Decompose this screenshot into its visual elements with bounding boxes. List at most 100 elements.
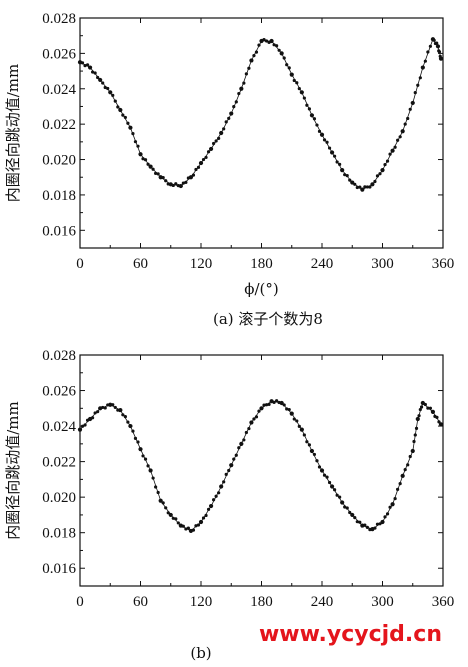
data-point-minor [247, 426, 251, 431]
y-tick-label: 0.028 [42, 11, 76, 27]
data-point [380, 168, 385, 173]
data-point-minor [242, 438, 246, 442]
data-point [128, 423, 133, 429]
x-tick-label: 360 [432, 256, 455, 272]
data-point-minor [252, 417, 256, 421]
data-point-minor [406, 116, 410, 121]
data-point [415, 416, 420, 422]
data-point-minor [312, 117, 317, 121]
data-point-minor [317, 129, 322, 133]
data-point [390, 502, 395, 507]
x-tick-label: 120 [190, 256, 213, 272]
data-point-minor [237, 446, 241, 450]
data-point-minor [398, 135, 402, 139]
data-point-minor [325, 140, 329, 144]
data-point-minor [131, 132, 135, 136]
data-point-minor [353, 182, 357, 186]
data-point-minor [335, 493, 339, 497]
data-point-minor [174, 182, 178, 186]
data-point-minor [247, 66, 251, 70]
data-point [430, 409, 436, 414]
data-point-minor [375, 522, 380, 526]
data-point-minor [101, 405, 105, 410]
x-tick-label: 360 [432, 594, 455, 610]
data-point-minor [282, 56, 286, 60]
data-point-minor [123, 115, 127, 120]
data-point-minor [212, 498, 216, 502]
caption-b: (b) [190, 644, 211, 662]
data-point-minor [176, 184, 180, 188]
data-point [438, 422, 444, 427]
data-point-minor [428, 44, 432, 48]
data-point-minor [413, 433, 417, 437]
data-point-minor [143, 457, 148, 461]
x-axis-label: ϕ/(°) [244, 280, 278, 298]
data-point-minor [338, 162, 342, 166]
data-point-minor [348, 510, 352, 515]
data-point-minor [184, 527, 188, 531]
data-point [138, 447, 143, 452]
data-point-minor [244, 430, 248, 435]
data-point-minor [93, 71, 97, 75]
data-point-minor [383, 162, 387, 167]
data-point [309, 113, 315, 118]
data-point [400, 129, 405, 134]
data-point-minor [317, 465, 322, 469]
data-point-minor [96, 75, 100, 80]
data-point [329, 150, 335, 155]
data-point-minor [164, 506, 168, 510]
data-point-minor [121, 413, 125, 417]
data-point [299, 427, 304, 432]
data-point-minor [116, 408, 120, 412]
data-point-minor [214, 139, 218, 143]
data-point-minor [143, 158, 148, 162]
data-point-minor [181, 181, 185, 185]
data-point-minor [393, 496, 397, 501]
data-point-minor [186, 176, 190, 180]
data-point [340, 500, 345, 505]
data-point [229, 463, 234, 468]
data-point-minor [432, 38, 436, 42]
data-point-minor [264, 39, 269, 43]
data-point [319, 468, 325, 473]
data-point [168, 512, 173, 518]
y-tick-label: 0.020 [42, 153, 76, 169]
data-point [198, 160, 204, 166]
data-point-minor [232, 105, 236, 109]
data-point-minor [315, 123, 319, 127]
data-point-minor [307, 443, 311, 447]
data-point [350, 180, 355, 185]
data-point-minor [106, 403, 110, 407]
y-tick-label: 0.016 [42, 223, 76, 239]
data-point-minor [287, 66, 291, 70]
data-point-minor [131, 429, 135, 433]
series-line [79, 400, 442, 532]
data-point-minor [106, 86, 110, 91]
data-point [289, 72, 294, 77]
data-point-minor [217, 491, 221, 495]
data-point-minor [435, 415, 439, 419]
data-point [138, 152, 143, 157]
data-point [350, 512, 355, 518]
data-point-minor [365, 525, 369, 529]
data-point-minor [398, 482, 402, 486]
data-point-minor [237, 91, 241, 96]
data-point [77, 427, 83, 432]
data-point-minor [426, 406, 430, 410]
data-point-minor [186, 526, 190, 530]
data-point-minor [435, 41, 439, 45]
data-point [329, 484, 335, 489]
data-point [390, 148, 395, 153]
data-point-minor [307, 107, 311, 111]
data-point-minor [171, 516, 175, 520]
data-point-minor [343, 505, 347, 509]
data-point-minor [126, 121, 130, 125]
data-point-minor [252, 53, 256, 58]
data-point [158, 175, 163, 180]
x-tick-label: 180 [250, 594, 273, 610]
data-point-minor [141, 454, 145, 458]
x-tick-label: 300 [371, 594, 394, 610]
data-point [239, 86, 244, 91]
data-point-minor [222, 480, 226, 484]
